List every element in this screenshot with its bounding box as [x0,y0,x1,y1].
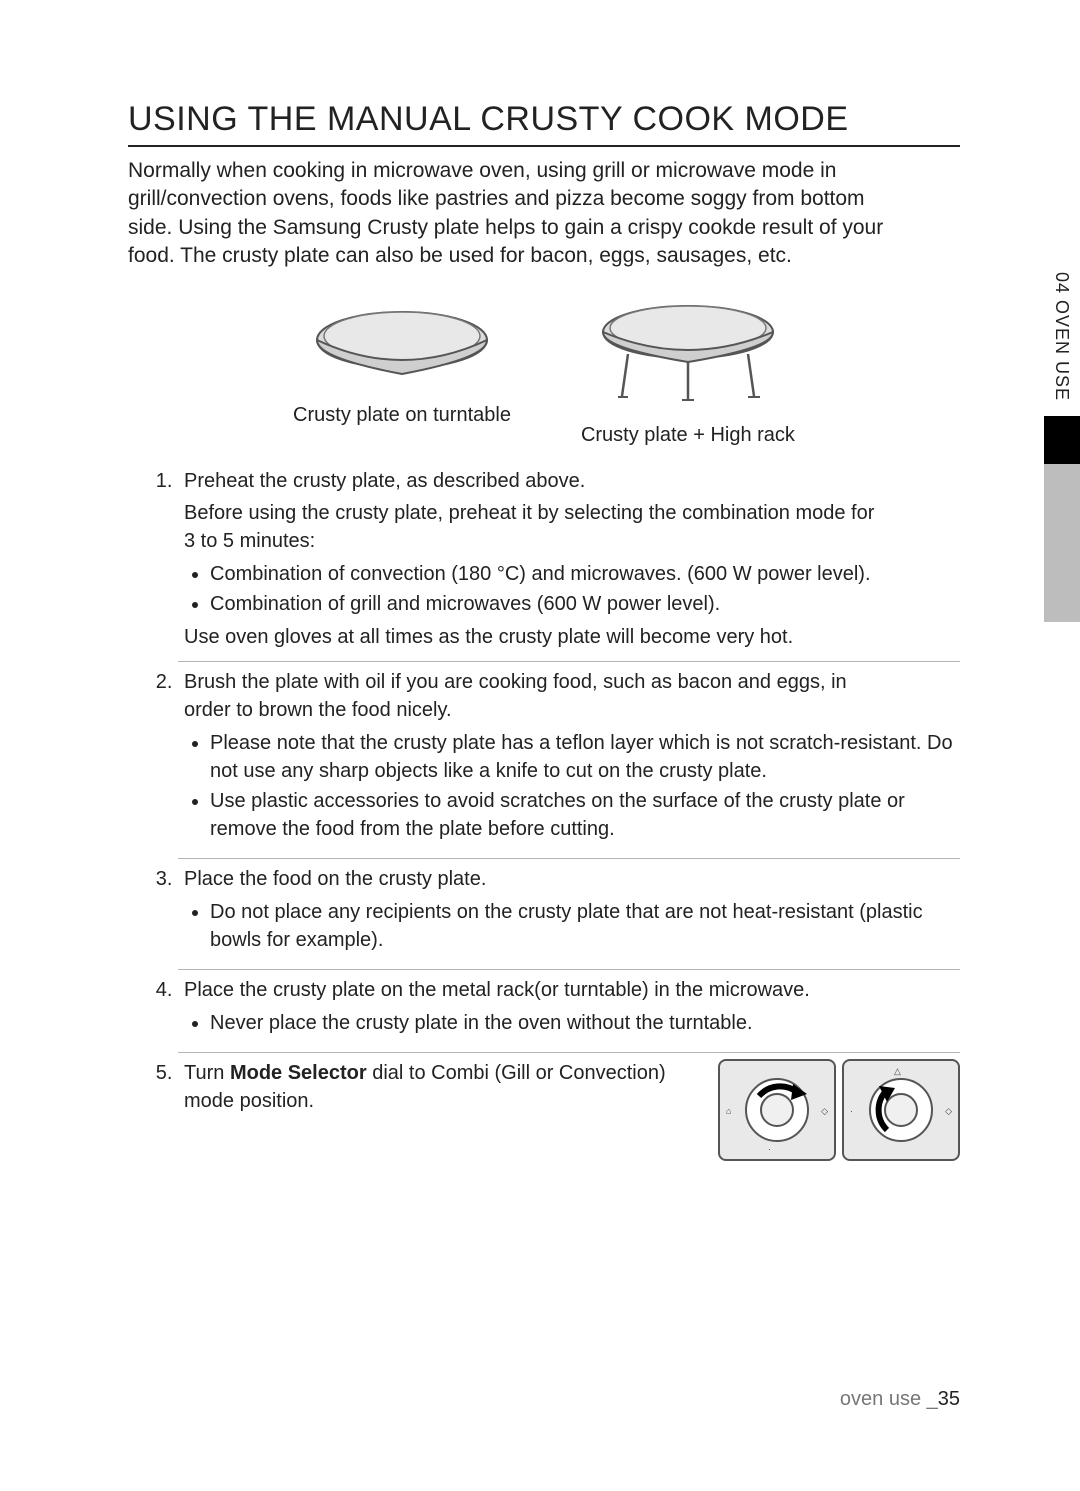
step-3-bullet-1: Do not place any recipients on the crust… [210,897,960,955]
mode-dial-icon: ⌂ ◇ · [718,1059,836,1161]
step-1-bullet-2: Combination of grill and microwaves (600… [210,589,960,619]
step-4-bullet-1: Never place the crusty plate in the oven… [210,1008,960,1038]
steps-list: Preheat the crusty plate, as described a… [178,461,960,1171]
step-2-bullet-1: Please note that the crusty plate has a … [210,728,960,786]
side-tab-label: 04 OVEN USE [1044,256,1080,416]
step-3-lead: Place the food on the crusty plate. [184,865,884,893]
dial-tick: △ [894,1065,901,1078]
side-tab: 04 OVEN USE [1044,256,1080,606]
figure-plate-turntable: Crusty plate on turntable [293,300,511,447]
step-4: Place the crusty plate on the metal rack… [178,970,960,1053]
figure-caption-right: Crusty plate + High rack [581,424,795,447]
step-4-lead: Place the crusty plate on the metal rack… [184,976,884,1004]
figure-plate-rack: Crusty plate + High rack [581,300,795,447]
step-3: Place the food on the crusty plate. Do n… [178,859,960,970]
page-footer: oven use _35 [840,1388,960,1411]
dial-tick: ◇ [945,1105,952,1118]
step-1-bullets: Combination of convection (180 °C) and m… [210,559,960,619]
dial-arrow-icon [737,1070,817,1150]
dial-arrow-icon [861,1070,941,1150]
dial-tick: ⌂ [726,1105,731,1118]
page: USING THE MANUAL CRUSTY COOK MODE Normal… [0,0,1080,1491]
crusty-plate-icon [307,300,497,390]
step-4-bullets: Never place the crusty plate in the oven… [210,1008,960,1038]
step-1: Preheat the crusty plate, as described a… [178,461,960,662]
step-1-tail: Use oven gloves at all times as the crus… [184,623,884,651]
step-5-text: Turn Mode Selector dial to Combi (Gill o… [184,1059,698,1115]
step-1-sub: Before using the crusty plate, preheat i… [184,499,884,555]
step-2-bullets: Please note that the crusty plate has a … [210,728,960,844]
footer-section: oven use _ [840,1388,938,1410]
side-tab-grey [1044,464,1080,622]
side-tab-black [1044,416,1080,464]
title-rule [128,145,960,147]
figure-caption-left: Crusty plate on turntable [293,404,511,427]
timer-dial-icon: △ ◇ · [842,1059,960,1161]
dial-tick: ◇ [821,1105,828,1118]
step-5: Turn Mode Selector dial to Combi (Gill o… [178,1053,960,1171]
dial-tick: · [768,1143,771,1156]
dial-tick: · [850,1105,853,1118]
dial-panels: ⌂ ◇ · △ ◇ · [718,1059,960,1161]
page-title: USING THE MANUAL CRUSTY COOK MODE [128,100,960,139]
side-tab-text: 04 OVEN USE [1052,271,1073,400]
step-2-lead: Brush the plate with oil if you are cook… [184,668,884,724]
step-5-bold: Mode Selector [230,1062,367,1084]
crusty-plate-rack-icon [588,300,788,410]
intro-paragraph: Normally when cooking in microwave oven,… [128,157,888,270]
step-1-lead: Preheat the crusty plate, as described a… [184,467,884,495]
step-1-bullet-1: Combination of convection (180 °C) and m… [210,559,960,589]
footer-page: 35 [938,1388,960,1410]
step-5-prefix: Turn [184,1062,230,1084]
figures-row: Crusty plate on turntable Crusty plate +… [128,300,960,447]
step-3-bullets: Do not place any recipients on the crust… [210,897,960,955]
step-2-bullet-2: Use plastic accessories to avoid scratch… [210,786,960,844]
step-2: Brush the plate with oil if you are cook… [178,662,960,859]
